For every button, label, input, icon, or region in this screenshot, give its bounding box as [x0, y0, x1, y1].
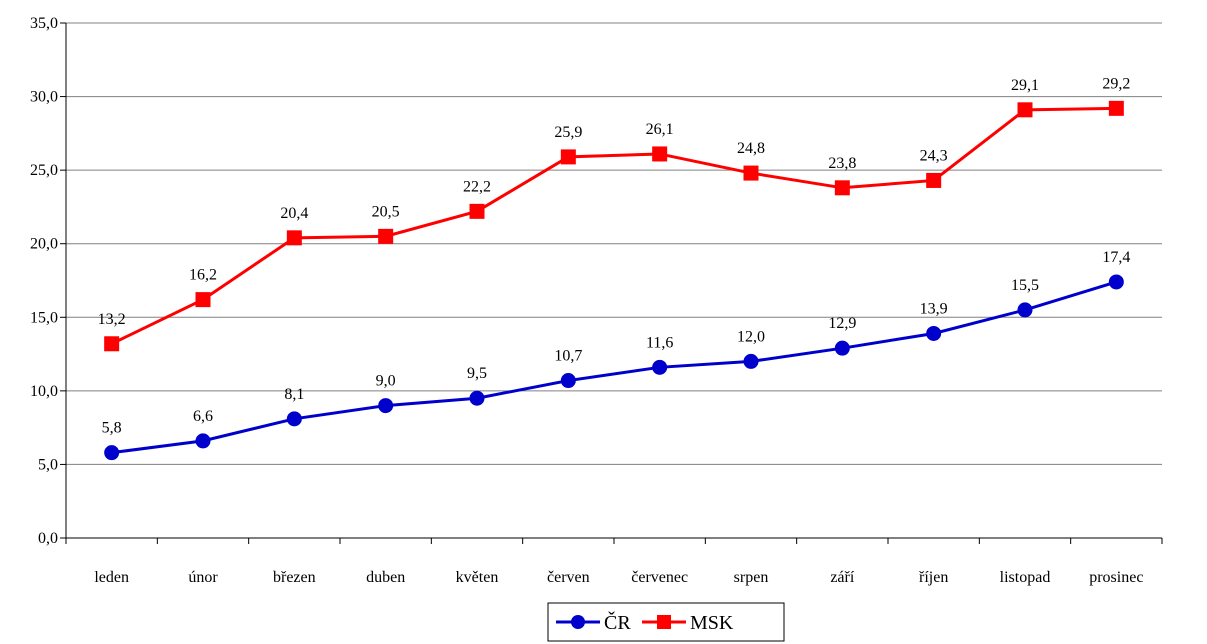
- x-tick-label: duben: [366, 569, 405, 586]
- data-label: 15,5: [1011, 277, 1039, 294]
- data-point: [926, 325, 942, 341]
- data-label: 29,2: [1102, 75, 1130, 92]
- y-tick-label: 30,0: [30, 89, 58, 106]
- data-point: [195, 292, 211, 308]
- y-tick-label: 20,0: [30, 236, 58, 253]
- legend: ČR MSK: [547, 602, 785, 642]
- x-tick-label: květen: [456, 569, 499, 586]
- data-point: [195, 433, 211, 449]
- x-tick-label: listopad: [1000, 569, 1051, 586]
- x-tick-label: březen: [273, 569, 316, 586]
- data-point: [926, 172, 942, 188]
- data-label: 24,8: [737, 140, 765, 157]
- data-point: [104, 445, 120, 461]
- data-point: [834, 180, 850, 196]
- data-point: [652, 146, 668, 162]
- data-point: [743, 165, 759, 181]
- data-point: [560, 373, 576, 389]
- data-label: 25,9: [554, 124, 582, 141]
- data-labels: 5,8 6,6 8,1 9,0 9,5 10,7 11,6 12,0 12,9 13,9 15,5 1…: [98, 75, 1131, 436]
- data-point: [469, 390, 485, 406]
- y-tick-label: 15,0: [30, 309, 58, 326]
- data-label: 17,4: [1102, 249, 1130, 266]
- data-point: [1017, 302, 1033, 318]
- data-point: [743, 353, 759, 369]
- x-tick-label: srpen: [734, 569, 769, 586]
- legend-label: MSK: [690, 612, 734, 634]
- data-label: 29,1: [1011, 77, 1039, 94]
- data-label: 13,2: [98, 311, 126, 328]
- data-label: 24,3: [920, 147, 948, 164]
- y-tick-label: 0,0: [38, 530, 58, 547]
- x-tick-label: prosinec: [1089, 569, 1143, 586]
- y-tick-label: 35,0: [30, 15, 58, 32]
- x-tick-label: červenec: [631, 569, 688, 586]
- legend-marker: [571, 615, 585, 629]
- y-tick-label: 25,0: [30, 162, 58, 179]
- data-label: 12,0: [737, 328, 765, 345]
- data-label: 13,9: [920, 300, 948, 317]
- y-tick-label: 5,0: [38, 456, 58, 473]
- data-label: 6,6: [193, 408, 213, 425]
- x-tick-label: říjen: [919, 569, 948, 586]
- data-label: 9,0: [376, 373, 396, 390]
- data-label: 23,8: [828, 155, 856, 172]
- data-label: 20,4: [280, 205, 308, 222]
- y-tick-label: 10,0: [30, 383, 58, 400]
- data-label: 26,1: [646, 121, 674, 138]
- legend-marker: [657, 615, 671, 629]
- x-tick-label: červen: [547, 569, 590, 586]
- y-axis-ticks: 0,0 5,0 10,0 15,0 20,0 25,0 30,0 35,0: [30, 15, 66, 547]
- data-label: 22,2: [463, 178, 491, 195]
- series-line-ČR: [111, 280, 1117, 455]
- data-point: [834, 340, 850, 356]
- data-point: [286, 230, 302, 246]
- data-point: [469, 203, 485, 219]
- data-label: 12,9: [828, 315, 856, 332]
- data-label: 20,5: [372, 203, 400, 220]
- data-point: [104, 336, 120, 352]
- data-label: 10,7: [554, 348, 582, 365]
- x-tick-label: únor: [188, 569, 218, 586]
- grid-lines: [66, 22, 1162, 465]
- x-tick-label: září: [830, 569, 855, 586]
- data-point: [1108, 100, 1124, 116]
- legend-label: ČR: [604, 610, 631, 634]
- data-point: [1017, 102, 1033, 118]
- data-point: [560, 149, 576, 165]
- x-axis-ticks: leden únor březen duben květen červen červenec…: [65, 538, 1163, 586]
- data-label: 16,2: [189, 267, 217, 284]
- data-label: 11,6: [646, 334, 673, 351]
- data-point: [378, 398, 394, 414]
- series-layer: [104, 100, 1124, 461]
- data-label: 9,5: [467, 365, 487, 382]
- data-point: [652, 359, 668, 375]
- data-point: [286, 411, 302, 427]
- x-tick-label: leden: [94, 569, 129, 586]
- data-label: 8,1: [284, 386, 304, 403]
- data-point: [1108, 274, 1124, 290]
- data-label: 5,8: [102, 420, 122, 437]
- series-line-MSK: [111, 106, 1117, 346]
- data-point: [378, 228, 394, 244]
